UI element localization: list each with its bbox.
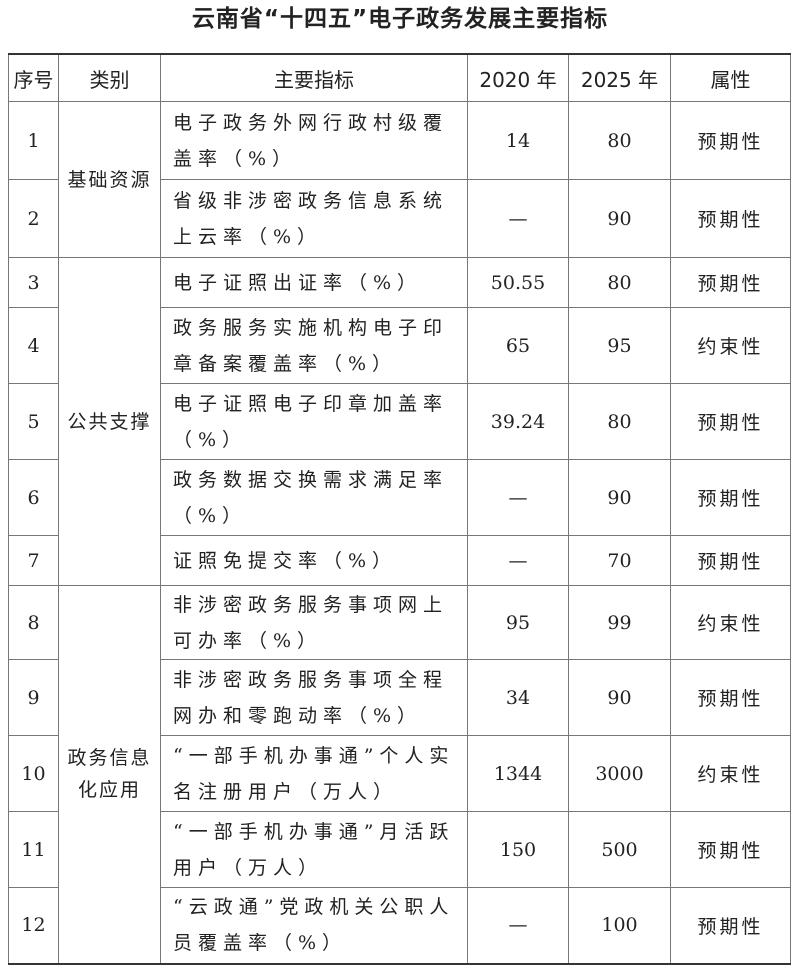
indicator-cell: “一部手机办事通”月活跃用户（万人） — [160, 811, 468, 888]
value-2020: — — [467, 535, 569, 586]
value-2025: 95 — [568, 307, 671, 384]
attribute-cell: 预期性 — [670, 887, 791, 964]
indicator-cell: 政务数据交换需求满足率（%） — [160, 459, 468, 536]
row-number: 7 — [8, 535, 59, 586]
attribute-cell: 预期性 — [670, 257, 791, 308]
table-title: 云南省“十四五”电子政务发展主要指标 — [191, 6, 609, 32]
value-2020: — — [467, 179, 569, 258]
value-2025: 99 — [568, 585, 671, 660]
value-2025: 80 — [568, 101, 671, 180]
attribute-cell: 预期性 — [670, 659, 791, 736]
indicator-cell: 非涉密政务服务事项全程网办和零跑动率（%） — [160, 659, 468, 736]
attribute-cell: 预期性 — [670, 383, 791, 460]
category-cell: 公共支撑 — [58, 257, 161, 586]
value-2020: 34 — [467, 659, 569, 736]
row-number: 6 — [8, 459, 59, 536]
table-row: 9 非涉密政务服务事项全程网办和零跑动率（%） 34 90 预期性 — [8, 659, 791, 736]
value-2025: 80 — [568, 383, 671, 460]
indicator-cell: 电子证照电子印章加盖率（%） — [160, 383, 468, 460]
indicator-cell: 政务服务实施机构电子印章备案覆盖率（%） — [160, 307, 468, 384]
indicator-cell: 证照免提交率（%） — [160, 535, 468, 586]
indicator-cell: “云政通”党政机关公职人员覆盖率（%） — [160, 887, 468, 964]
row-number: 11 — [8, 811, 59, 888]
attribute-cell: 约束性 — [670, 735, 791, 812]
header-2025: 2025 年 — [568, 53, 671, 102]
indicators-table: 序号 类别 主要指标 2020 年 2025 年 属性 1 基础资源 电子政务外网行… — [8, 53, 791, 965]
value-2020: 1344 — [467, 735, 569, 812]
attribute-cell: 预期性 — [670, 535, 791, 586]
value-2020: 95 — [467, 585, 569, 660]
indicator-cell: 非涉密政务服务事项网上可办率（%） — [160, 585, 468, 660]
attribute-cell: 约束性 — [670, 307, 791, 384]
attribute-cell: 预期性 — [670, 101, 791, 180]
table-row: 10 “一部手机办事通”个人实名注册用户（万人） 1344 3000 约束性 — [8, 735, 791, 812]
value-2020: — — [467, 459, 569, 536]
table-row: 1 基础资源 电子政务外网行政村级覆盖率（%） 14 80 预期性 — [8, 101, 791, 258]
category-cell: 基础资源 — [58, 101, 161, 258]
value-2025: 90 — [568, 659, 671, 736]
header-2020: 2020 年 — [467, 53, 569, 102]
table-row: 12 “云政通”党政机关公职人员覆盖率（%） —100 预期性 — [8, 887, 791, 964]
header-row: 序号 类别 主要指标 2020 年 2025 年 属性 — [8, 53, 791, 102]
value-2020: 39.24 — [467, 383, 569, 460]
value-2020: 65 — [467, 307, 569, 384]
value-2025: 3000 — [568, 735, 671, 812]
value-2020: — — [467, 887, 569, 964]
table-row: 8 政务信息化应用 非涉密政务服务事项网上可办率（%） 95 99 约束性 — [8, 585, 791, 964]
row-number: 4 — [8, 307, 59, 384]
value-2025: 70 — [568, 535, 671, 586]
header-category: 类别 — [58, 53, 161, 102]
value-2020: 50.55 — [467, 257, 569, 308]
header-indicator: 主要指标 — [160, 53, 468, 102]
value-2025: 100 — [568, 887, 671, 964]
header-no: 序号 — [8, 53, 59, 102]
value-2025: 90 — [568, 179, 671, 258]
table-row: 2 省级非涉密政务信息系统上云率（%） —90 预期性 — [8, 179, 791, 258]
value-2025: 500 — [568, 811, 671, 888]
attribute-cell: 预期性 — [670, 459, 791, 536]
category-cell: 政务信息化应用 — [58, 585, 161, 964]
row-number: 2 — [8, 179, 59, 258]
indicator-cell: 电子政务外网行政村级覆盖率（%） — [160, 101, 468, 180]
row-number: 12 — [8, 887, 59, 964]
value-2025: 80 — [568, 257, 671, 308]
indicator-cell: 电子证照出证率（%） — [160, 257, 468, 308]
row-number: 9 — [8, 659, 59, 736]
value-2020: 150 — [467, 811, 569, 888]
row-number: 5 — [8, 383, 59, 460]
attribute-cell: 预期性 — [670, 179, 791, 258]
attribute-cell: 预期性 — [670, 811, 791, 888]
table-row: 3 公共支撑 电子证照出证率（%） 50.55 80 预期性 — [8, 257, 791, 586]
table-row: 4 政务服务实施机构电子印章备案覆盖率（%） 65 95 约束性 — [8, 307, 791, 384]
attribute-cell: 约束性 — [670, 585, 791, 660]
indicator-cell: 省级非涉密政务信息系统上云率（%） — [160, 179, 468, 258]
table-row: 6 政务数据交换需求满足率（%） —90 预期性 — [8, 459, 791, 536]
row-number: 3 — [8, 257, 59, 308]
header-attribute: 属性 — [670, 53, 791, 102]
value-2020: 14 — [467, 101, 569, 180]
table-row: 11 “一部手机办事通”月活跃用户（万人） 150 500 预期性 — [8, 811, 791, 888]
table-row: 7 证照免提交率（%） —70 预期性 — [8, 535, 791, 586]
indicator-cell: “一部手机办事通”个人实名注册用户（万人） — [160, 735, 468, 812]
row-number: 1 — [8, 101, 59, 180]
value-2025: 90 — [568, 459, 671, 536]
row-number: 10 — [8, 735, 59, 812]
row-number: 8 — [8, 585, 59, 660]
